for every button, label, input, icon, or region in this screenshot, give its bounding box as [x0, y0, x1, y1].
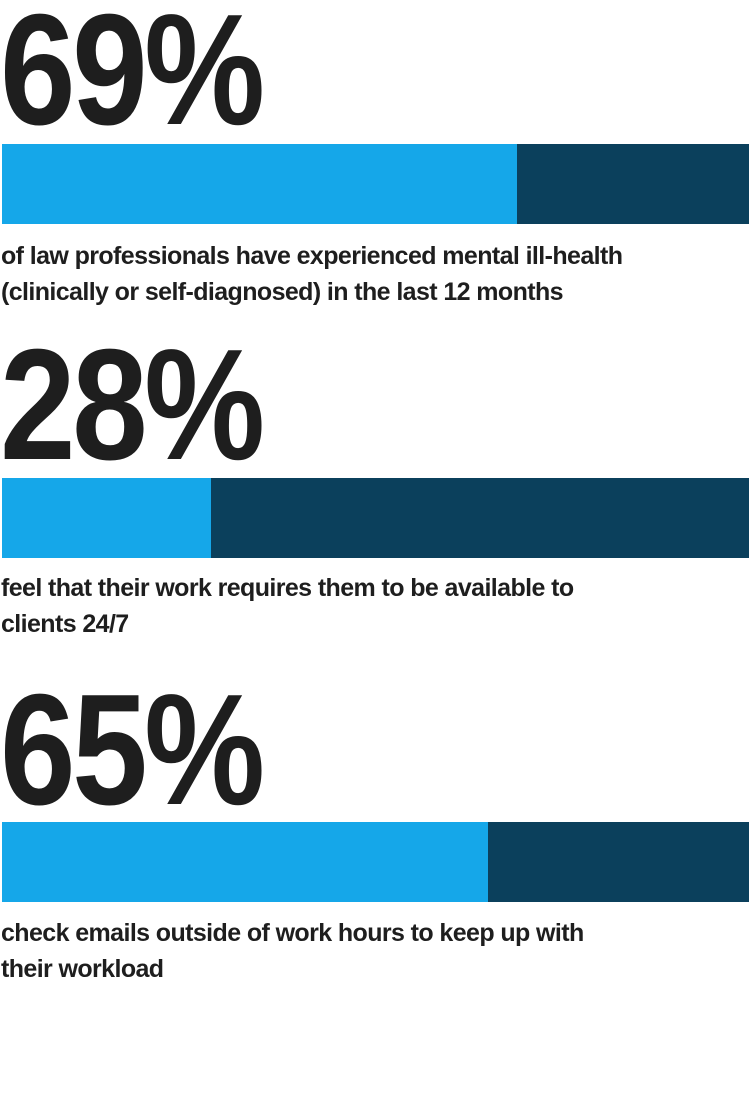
- progress-fill: [2, 144, 518, 224]
- progress-bar: [2, 144, 749, 224]
- progress-bar: [2, 478, 749, 558]
- progress-bar: [2, 822, 749, 902]
- stat-caption: feel that their work requires them to be…: [1, 570, 751, 642]
- caption-line: clients 24/7: [1, 610, 129, 638]
- caption-line: check emails outside of work hours to ke…: [1, 919, 584, 947]
- stat-percentage: 65%: [0, 662, 265, 838]
- caption-line: (clinically or self-diagnosed) in the la…: [1, 278, 564, 306]
- stat-percentage: 28%: [0, 317, 265, 493]
- stat-percentage: 69%: [0, 0, 265, 158]
- stat-caption: check emails outside of work hours to ke…: [1, 915, 751, 987]
- stat-caption: of law professionals have experienced me…: [1, 238, 751, 310]
- progress-fill: [2, 822, 488, 902]
- caption-line: of law professionals have experienced me…: [1, 242, 623, 270]
- progress-fill: [2, 478, 212, 558]
- caption-line: feel that their work requires them to be…: [1, 574, 574, 602]
- caption-line: their workload: [1, 955, 164, 983]
